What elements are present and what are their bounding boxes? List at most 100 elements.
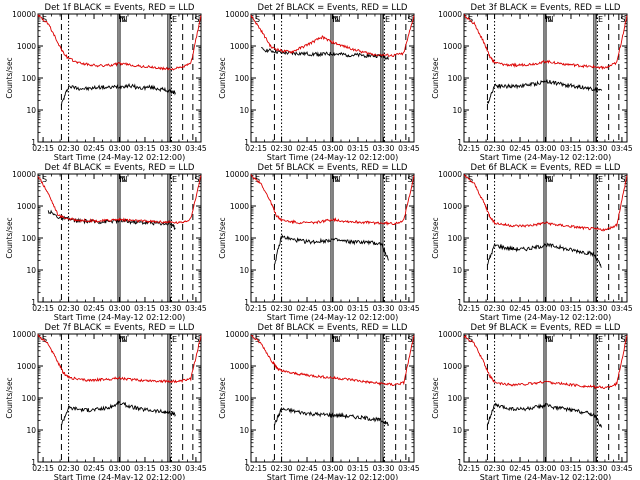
detector-panel-6: Det 6f BLACK = Events, RED = LLD 1 10 100 10… — [431, 163, 633, 322]
x-tick-label: 02:30 — [271, 144, 293, 153]
y-tick-label: 1000 — [230, 202, 249, 211]
y-tick-label: 1 — [457, 298, 462, 307]
panel-title: Det 3f BLACK = Events, RED = LLD — [471, 3, 621, 13]
series-lld-line — [463, 173, 628, 232]
x-tick-label: 02:45 — [509, 144, 531, 153]
x-tick-label: 02:15 — [245, 304, 267, 313]
plot-frame — [250, 333, 415, 463]
x-tick-label: 03:30 — [586, 464, 608, 473]
panel-title: Det 9f BLACK = Events, RED = LLD — [471, 323, 621, 333]
marker-letter: S — [42, 15, 47, 24]
marker-letter: S — [620, 15, 625, 24]
y-tick-label: 1000 — [17, 42, 36, 51]
plot-frame — [37, 333, 202, 463]
marker-letter: S — [407, 335, 412, 344]
series-events-line — [60, 83, 176, 107]
detector-panel-8: Det 8f BLACK = Events, RED = LLD 1 10 100 10… — [218, 323, 420, 480]
x-tick-label: 03:45 — [611, 304, 633, 313]
marker-letter: E — [385, 175, 390, 184]
x-tick-label: 03:30 — [160, 464, 182, 473]
marker-letter: N — [332, 175, 338, 184]
series-events-line — [486, 402, 602, 428]
detector-panel-3: Det 3f BLACK = Events, RED = LLD 1 10 100 10… — [431, 3, 633, 162]
y-tick-label: 1 — [31, 458, 36, 467]
x-tick-label: 03:00 — [109, 464, 131, 473]
x-tick-label: 03:15 — [134, 464, 156, 473]
marker-letter: N — [335, 175, 341, 184]
x-tick-label: 02:30 — [58, 144, 80, 153]
plot-frame — [463, 13, 628, 143]
y-axis-label: Counts/sec — [5, 57, 14, 98]
x-tick-label: 03:30 — [373, 304, 395, 313]
marker-letter: S — [407, 15, 412, 24]
series-lld-line — [250, 334, 415, 387]
series-lld-line — [37, 334, 202, 384]
marker-letter: N — [332, 335, 338, 344]
x-tick-label: 03:15 — [560, 304, 582, 313]
y-tick-label: 1000 — [230, 362, 249, 371]
x-tick-label: 02:30 — [484, 464, 506, 473]
marker-letter: N — [122, 15, 128, 24]
series-lld-line — [463, 14, 628, 71]
series-events-line — [274, 234, 389, 265]
y-axis-label: Counts/sec — [5, 377, 14, 418]
x-tick-label: 02:15 — [32, 144, 54, 153]
x-tick-label: 03:00 — [535, 304, 557, 313]
x-tick-label: 02:15 — [245, 464, 267, 473]
marker-letter: E — [172, 15, 177, 24]
y-tick-label: 10000 — [438, 170, 462, 179]
x-tick-label: 03:15 — [347, 304, 369, 313]
x-tick-label: 03:45 — [398, 144, 420, 153]
marker-letter: N — [122, 335, 128, 344]
x-tick-label: 03:00 — [535, 144, 557, 153]
series-events-line — [273, 407, 389, 426]
y-axis-label: Counts/sec — [218, 217, 227, 258]
y-tick-label: 1 — [244, 458, 249, 467]
marker-letter: S — [42, 335, 47, 344]
series-lld-line — [37, 175, 202, 224]
y-tick-label: 10 — [239, 266, 249, 275]
panel-title: Det 8f BLACK = Events, RED = LLD — [258, 323, 408, 333]
panel-title: Det 4f BLACK = Events, RED = LLD — [45, 163, 195, 173]
y-tick-label: 1000 — [443, 42, 462, 51]
x-tick-label: 03:15 — [347, 144, 369, 153]
x-tick-label: 02:30 — [484, 144, 506, 153]
series-events-line — [487, 242, 602, 268]
detector-panel-1: Det 1f BLACK = Events, RED = LLD 1 10 100 10… — [5, 3, 207, 162]
x-tick-label: 03:45 — [611, 464, 633, 473]
marker-letter: E — [598, 175, 603, 184]
x-tick-label: 02:15 — [245, 144, 267, 153]
x-tick-label: 03:45 — [398, 304, 420, 313]
y-tick-label: 10000 — [225, 330, 249, 339]
marker-letter: E — [172, 175, 177, 184]
plot-frame — [250, 13, 415, 143]
x-tick-label: 02:15 — [32, 304, 54, 313]
y-tick-label: 10 — [239, 106, 249, 115]
panel-title: Det 1f BLACK = Events, RED = LLD — [45, 3, 195, 13]
x-tick-label: 02:15 — [458, 144, 480, 153]
y-tick-label: 10000 — [12, 330, 36, 339]
x-tick-label: 02:45 — [509, 304, 531, 313]
y-tick-label: 1 — [457, 138, 462, 147]
x-tick-label: 02:45 — [83, 144, 105, 153]
y-tick-label: 1 — [31, 298, 36, 307]
y-tick-label: 1 — [244, 138, 249, 147]
plot-frame — [37, 13, 202, 143]
series-lld-line — [463, 334, 628, 390]
marker-letter: E — [385, 335, 390, 344]
x-tick-label: 02:45 — [296, 464, 318, 473]
x-tick-label: 03:00 — [109, 304, 131, 313]
x-tick-label: 02:30 — [58, 464, 80, 473]
y-tick-label: 10 — [26, 426, 36, 435]
marker-letter: S — [468, 15, 473, 24]
x-tick-label: 02:15 — [32, 464, 54, 473]
marker-letter: N — [122, 175, 128, 184]
x-tick-label: 02:15 — [458, 464, 480, 473]
y-tick-label: 1000 — [17, 202, 36, 211]
marker-letter: E — [385, 15, 390, 24]
x-tick-label: 03:30 — [586, 304, 608, 313]
y-tick-label: 1 — [31, 138, 36, 147]
x-tick-label: 02:45 — [83, 464, 105, 473]
y-tick-label: 10000 — [438, 10, 462, 19]
